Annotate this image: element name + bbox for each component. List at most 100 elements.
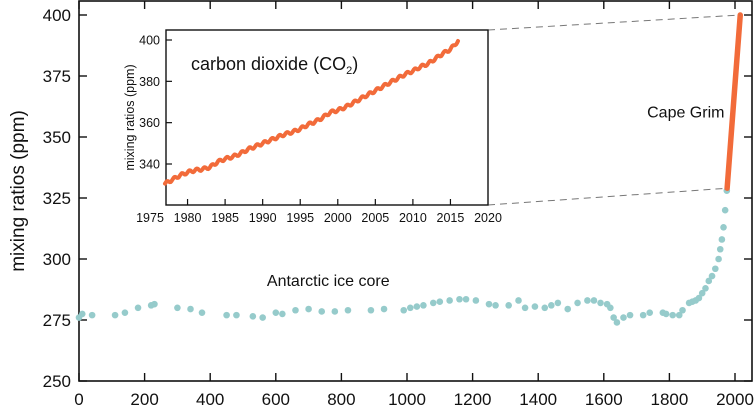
inset-co2-point <box>358 97 362 101</box>
inset-co2-point <box>193 168 197 172</box>
inset-x-tick-label: 1980 <box>174 211 202 225</box>
ice-core-point <box>88 311 96 319</box>
inset-co2-point <box>373 89 377 93</box>
inset-co2-point <box>283 132 287 136</box>
ice-core-point <box>279 310 286 318</box>
main-plot: 250 275 300 325 350 375 400 0 200 400 600 800 1000 12… <box>8 0 754 409</box>
x-tick-label: 1400 <box>519 390 557 409</box>
ice-core-point <box>712 265 719 273</box>
inset-co2-point <box>268 138 272 142</box>
inset-x-tick-label: 2000 <box>324 211 352 225</box>
ice-core-point <box>564 305 572 313</box>
ice-core-point <box>708 272 716 280</box>
ice-core-point <box>331 308 339 315</box>
ice-core-point <box>249 313 257 320</box>
inset-co2-point <box>418 65 422 69</box>
inset-y-tick-label: 340 <box>139 158 160 172</box>
ice-core-point <box>721 206 729 214</box>
x-tick-label: 1600 <box>585 390 623 409</box>
inset-x-tick-label: 1990 <box>249 211 277 225</box>
ice-core-point <box>272 309 280 316</box>
ice-core-point <box>515 297 522 304</box>
inset-co2-point <box>388 80 392 84</box>
inset-co2-point <box>253 144 257 149</box>
ice-core-point <box>698 289 706 297</box>
inset-co2-point <box>208 165 212 169</box>
ice-core-point <box>705 277 713 285</box>
inset-co2-point <box>426 62 430 66</box>
ice-core-point <box>702 284 709 292</box>
ice-core-point <box>492 302 499 309</box>
ice-core-point <box>223 311 230 319</box>
ice-core-point <box>613 319 621 326</box>
cape-grim-label: Cape Grim <box>647 104 724 121</box>
inset-co2-point <box>366 93 370 97</box>
x-tick-label: 800 <box>327 390 355 409</box>
y-tick-label: 325 <box>43 189 71 208</box>
ice-core-point <box>111 311 119 319</box>
y-tick-label: 300 <box>43 250 71 269</box>
ice-core-point <box>574 299 581 307</box>
ice-core-point <box>639 311 647 319</box>
ice-core-point <box>610 314 617 321</box>
ice-core-point <box>597 299 604 307</box>
inset-co2-point <box>328 110 332 114</box>
inset-co2-point <box>298 127 302 131</box>
y-tick-label: 275 <box>43 311 71 330</box>
x-tick-label: 2000 <box>716 390 754 409</box>
inset-co2-point <box>313 120 317 124</box>
inset-x-tick-label: 2015 <box>437 211 465 225</box>
inset-co2-line <box>163 39 460 186</box>
ice-core-point <box>305 305 312 313</box>
inset-title-close: ) <box>352 54 358 74</box>
ice-core-point <box>380 305 388 313</box>
ice-core-point <box>554 299 562 307</box>
inset-y-axis-label: mixing ratios (ppm) <box>123 64 137 170</box>
ice-core-point <box>446 297 453 304</box>
inset-x-tick-label: 2020 <box>474 211 502 225</box>
ice-core-point <box>669 311 676 319</box>
ice-core-point <box>406 304 414 312</box>
inset-co2-point <box>261 141 265 145</box>
main-plot-frame <box>78 0 753 382</box>
inset-co2-point <box>456 39 460 43</box>
ice-core-point <box>318 308 326 315</box>
x-tick-label: 1200 <box>454 390 492 409</box>
inset-x-tick-label: 1985 <box>211 211 239 225</box>
inset-co2-point <box>306 123 310 127</box>
ice-core-point <box>198 309 206 316</box>
ice-core-point <box>462 295 470 303</box>
x-tick-label: 200 <box>130 390 158 409</box>
ice-core-point <box>720 223 727 231</box>
inset-co2-point <box>448 47 453 51</box>
inset-co2-point <box>396 76 400 80</box>
ice-core-point <box>646 309 654 316</box>
connector-line-bottom <box>487 187 728 206</box>
ice-core-point <box>367 306 375 314</box>
ice-core-point <box>521 304 529 312</box>
inset-co2-point <box>403 72 407 76</box>
x-tick-label: 400 <box>196 390 224 409</box>
ice-core-point <box>400 306 408 314</box>
ice-core-point <box>174 304 181 312</box>
ice-core-point <box>187 305 194 313</box>
ice-core-point <box>679 306 686 314</box>
ice-core-point <box>584 297 591 304</box>
ice-core-point <box>716 245 724 253</box>
ice-core-point <box>344 306 352 314</box>
inset-y-tick-label: 400 <box>139 34 160 48</box>
y-tick-label: 250 <box>43 372 71 391</box>
cape-grim-line <box>724 12 743 191</box>
inset-co2-point <box>321 115 325 120</box>
inset-co2-point <box>336 108 340 112</box>
inset-co2-point <box>178 173 182 177</box>
ice-core-point <box>505 302 512 309</box>
ice-core-point <box>121 309 129 316</box>
ice-core-point <box>259 314 266 321</box>
x-tick-label: 1800 <box>650 390 688 409</box>
ice-core-point <box>292 306 299 314</box>
inset-title: carbon dioxide (CO2) <box>191 54 358 77</box>
inset-co2-point <box>223 157 227 161</box>
x-tick-label: 600 <box>262 390 290 409</box>
ice-core-point <box>429 299 437 307</box>
